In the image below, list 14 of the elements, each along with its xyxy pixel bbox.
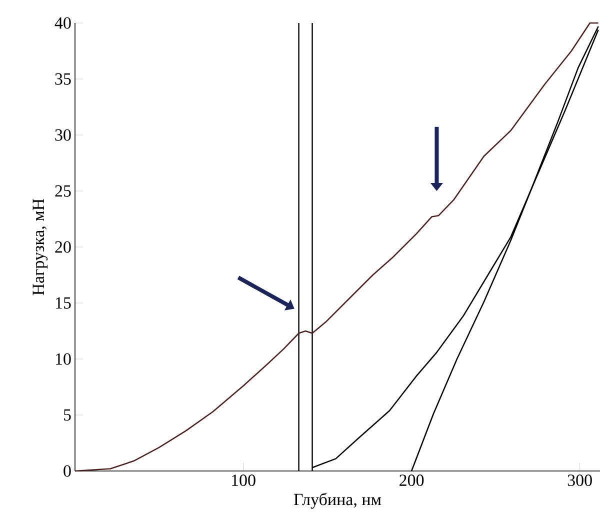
y-tick-label: 35 [55, 73, 71, 85]
y-tick-label: 20 [55, 241, 71, 253]
y-tick-label: 0 [64, 465, 71, 477]
y-tick-label: 5 [64, 409, 71, 421]
x-axis-title: Глубина, нм [294, 492, 382, 509]
y-tick-label: 30 [55, 129, 71, 141]
x-tick-label: 200 [400, 474, 424, 486]
y-tick-label: 25 [55, 185, 71, 197]
y-tick-label: 10 [56, 353, 71, 365]
y-tick-label: 15 [56, 297, 71, 309]
y-axis-title: Нагрузка, мН [32, 198, 48, 296]
x-tick-label: 300 [568, 474, 592, 486]
x-tick-label: 100 [232, 474, 256, 486]
y-tick-label: 40 [54, 17, 71, 29]
